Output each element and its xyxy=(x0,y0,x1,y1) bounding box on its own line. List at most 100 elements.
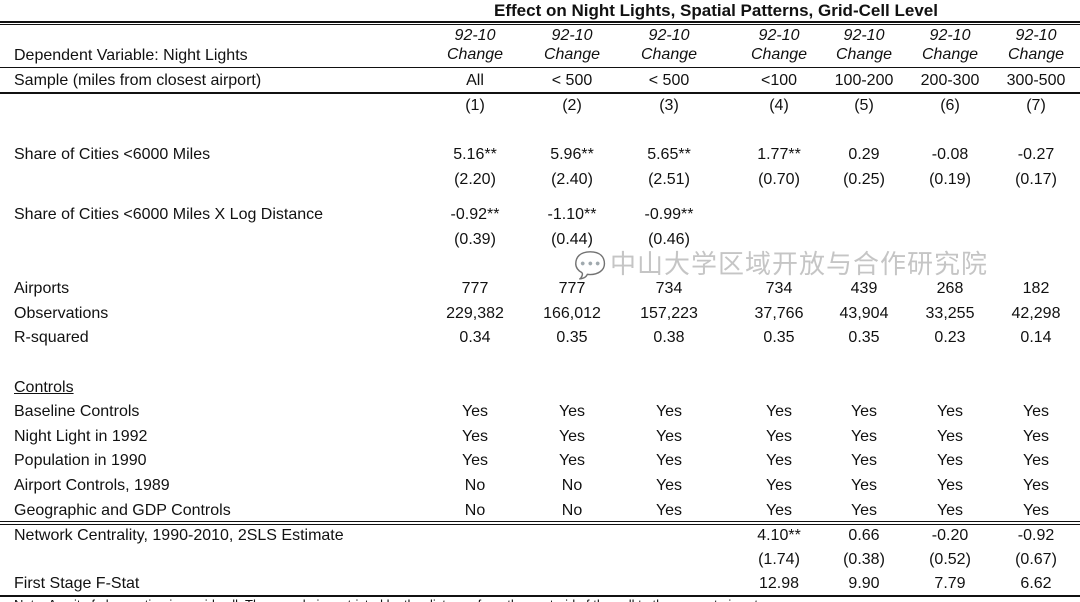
watermark: 中山大学区域开放与合作研究院 xyxy=(610,250,989,280)
table-cell: Yes xyxy=(655,403,683,420)
table-cell: (2.40) xyxy=(551,171,593,188)
column-number: (2) xyxy=(562,97,582,114)
table-cell: Yes xyxy=(936,502,964,519)
table-cell: (2.20) xyxy=(454,171,496,188)
table-rule xyxy=(0,92,1080,94)
table-cell: 777 xyxy=(461,280,489,297)
table-cell: Yes xyxy=(1022,502,1050,519)
table-cell: 0.66 xyxy=(848,527,880,544)
table-cell: 439 xyxy=(850,280,878,297)
dependent-variable-label: Dependent Variable: Night Lights xyxy=(14,47,248,64)
table-cell: Yes xyxy=(850,403,878,420)
table-rule xyxy=(0,524,1080,525)
table-cell: 6.62 xyxy=(1020,575,1052,592)
top-rule-inner xyxy=(0,24,1080,25)
column-sample: <100 xyxy=(760,72,798,89)
column-header-line2: Change xyxy=(446,46,504,63)
row-label: Controls xyxy=(14,379,74,396)
table-cell: Yes xyxy=(765,403,793,420)
column-header-line2: Change xyxy=(921,46,979,63)
table-cell: 5.65** xyxy=(647,146,691,163)
table-cell: 7.79 xyxy=(934,575,966,592)
table-cell: Yes xyxy=(558,452,586,469)
table-cell: (1.74) xyxy=(758,551,800,568)
table-cell: -1.10** xyxy=(547,206,597,223)
table-cell: 43,904 xyxy=(839,305,889,322)
table-cell: 229,382 xyxy=(446,305,504,322)
table-cell: Yes xyxy=(1022,403,1050,420)
column-number: (7) xyxy=(1026,97,1046,114)
table-cell: Yes xyxy=(765,428,793,445)
table-cell: 0.23 xyxy=(934,329,966,346)
table-cell: 734 xyxy=(655,280,683,297)
table-cell: (0.46) xyxy=(648,231,690,248)
table-cell: Yes xyxy=(655,477,683,494)
table-cell: Yes xyxy=(850,428,878,445)
table-cell: No xyxy=(561,477,583,494)
table-cell: 37,766 xyxy=(754,305,804,322)
table-cell: 12.98 xyxy=(758,575,800,592)
row-label: Network Centrality, 1990-2010, 2SLS Esti… xyxy=(14,527,344,544)
table-title: Effect on Night Lights, Spatial Patterns… xyxy=(494,1,938,20)
column-header-line2: Change xyxy=(543,46,601,63)
table-cell: Yes xyxy=(936,477,964,494)
table-cell: 182 xyxy=(1022,280,1050,297)
table-cell: 157,223 xyxy=(640,305,698,322)
table-cell: 1.77** xyxy=(757,146,801,163)
table-cell: (0.52) xyxy=(929,551,971,568)
table-cell: -0.08 xyxy=(931,146,969,163)
row-label: Baseline Controls xyxy=(14,403,140,420)
table-cell: Yes xyxy=(936,428,964,445)
table-cell: 5.96** xyxy=(550,146,594,163)
row-label: Observations xyxy=(14,305,109,322)
column-sample: All xyxy=(466,72,484,89)
table-cell: 0.35 xyxy=(556,329,588,346)
table-cell: Yes xyxy=(765,477,793,494)
table-cell: 0.35 xyxy=(848,329,880,346)
table-cell: (0.38) xyxy=(843,551,885,568)
table-cell: Yes xyxy=(655,502,683,519)
column-header-line1: 92-10 xyxy=(929,27,971,44)
column-header-line1: 92-10 xyxy=(648,27,690,44)
table-cell: -0.20 xyxy=(931,527,969,544)
column-sample: 200-300 xyxy=(920,72,980,89)
table-cell: 734 xyxy=(765,280,793,297)
table-cell: 777 xyxy=(558,280,586,297)
row-label: Share of Cities <6000 Miles xyxy=(14,146,211,163)
table-cell: Yes xyxy=(936,403,964,420)
table-cell: 0.38 xyxy=(653,329,685,346)
table-cell: Yes xyxy=(936,452,964,469)
table-cell: -0.92 xyxy=(1017,527,1055,544)
table-cell: 9.90 xyxy=(848,575,880,592)
table-cell: Yes xyxy=(1022,452,1050,469)
table-cell: (0.70) xyxy=(758,171,800,188)
column-number: (5) xyxy=(854,97,874,114)
table-cell: 42,298 xyxy=(1011,305,1061,322)
table-cell: Yes xyxy=(765,502,793,519)
column-header-line1: 92-10 xyxy=(1015,27,1057,44)
table-cell: (0.39) xyxy=(454,231,496,248)
column-sample: 300-500 xyxy=(1006,72,1066,89)
table-cell: Yes xyxy=(765,452,793,469)
table-cell: Yes xyxy=(461,428,489,445)
column-header-line1: 92-10 xyxy=(454,27,496,44)
table-cell: No xyxy=(464,477,486,494)
column-number: (4) xyxy=(769,97,789,114)
table-cell: No xyxy=(464,502,486,519)
table-cell: Yes xyxy=(850,452,878,469)
table-cell: Yes xyxy=(558,403,586,420)
table-cell: Yes xyxy=(655,428,683,445)
table-cell: Yes xyxy=(1022,428,1050,445)
table-cell: Yes xyxy=(850,477,878,494)
column-header-line1: 92-10 xyxy=(551,27,593,44)
table-cell: -0.99** xyxy=(644,206,694,223)
table-cell: 0.35 xyxy=(763,329,795,346)
table-cell: (0.25) xyxy=(843,171,885,188)
table-cell: 4.10** xyxy=(757,527,801,544)
table-rule xyxy=(0,521,1080,522)
column-header-line2: Change xyxy=(835,46,893,63)
table-cell: Yes xyxy=(655,452,683,469)
row-label: Night Light in 1992 xyxy=(14,428,148,445)
table-rule xyxy=(0,67,1080,68)
row-label: Airports xyxy=(14,280,70,297)
